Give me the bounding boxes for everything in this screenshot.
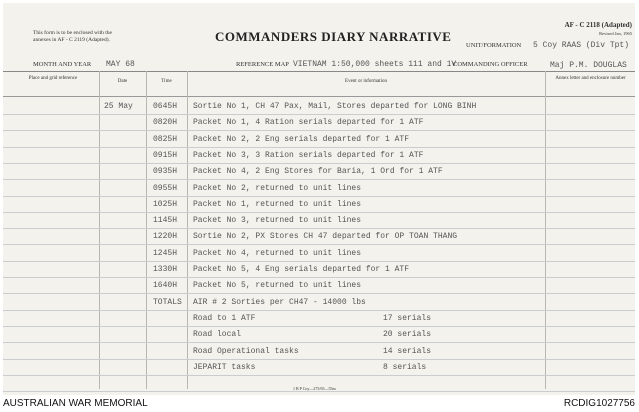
row-event: Road Operational tasks xyxy=(193,346,299,356)
row-time: 1640H xyxy=(153,281,178,291)
divider xyxy=(3,96,635,97)
co-label: COMMANDING OFFICER xyxy=(453,61,528,68)
month-label: MONTH AND YEAR xyxy=(33,61,92,68)
row-rule xyxy=(3,358,635,360)
table-row: Road to 1 ATF 17 serials xyxy=(3,311,635,327)
row-rule xyxy=(3,277,635,278)
row-count: 17 serials xyxy=(383,313,432,323)
row-event: Packet No 3, 3 Ration serials departed f… xyxy=(193,150,424,160)
col-header-time: Time xyxy=(161,79,172,84)
row-event: Packet No 2, 2 Eng serials departed for … xyxy=(193,134,410,144)
col-header-place: Place and grid reference xyxy=(28,76,78,81)
row-rule xyxy=(3,114,635,115)
row-event: Sortie No 1, CH 47 Pax, Mail, Stores dep… xyxy=(193,102,477,111)
footer-id: RCDIG1027756 xyxy=(563,398,635,409)
row-event: Packet No 4, 2 Eng Stores for Baria, 1 O… xyxy=(193,167,443,177)
row-time: 0915H xyxy=(153,150,178,160)
row-count: 8 serials xyxy=(383,362,427,372)
table-row: 1245H Packet No 4, returned to unit lines xyxy=(3,246,635,262)
row-rule xyxy=(3,179,635,181)
row-time: TOTALS xyxy=(153,297,182,307)
row-time: 1245H xyxy=(153,248,178,258)
revised-date: Revised Jan, 1965 xyxy=(599,31,632,36)
row-event: Packet No 5, returned to unit lines xyxy=(193,281,362,291)
footer-source: AUSTRALIAN WAR MEMORIAL xyxy=(3,398,148,409)
row-count: 20 serials xyxy=(383,330,432,340)
row-time: 1145H xyxy=(153,216,178,226)
col-header-annex: Annex letter and enclosure number xyxy=(555,76,626,81)
row-time: 1025H xyxy=(153,199,178,209)
row-rule xyxy=(3,146,635,148)
table-row: 1025H Packet No 1, returned to unit lines xyxy=(3,197,635,213)
divider xyxy=(99,71,100,389)
form-note: This form is to be enclosed with the ann… xyxy=(33,30,112,43)
table-row: 0820H Packet No 1, 4 Ration serials depar… xyxy=(3,115,635,131)
row-event: Packet No 2, returned to unit lines xyxy=(193,183,362,193)
row-event: JEPARIT tasks xyxy=(193,362,256,372)
col-header-event: Event or information xyxy=(345,79,387,84)
row-time: 0825H xyxy=(153,134,178,144)
row-rule xyxy=(3,195,635,197)
row-time: 0820H xyxy=(153,118,178,128)
row-rule xyxy=(3,244,635,246)
row-rule xyxy=(3,374,635,376)
table-row: 0915H Packet No 3, 3 Ration serials depar… xyxy=(3,148,635,164)
table-row: 1640H Packet No 5, returned to unit lines xyxy=(3,278,635,294)
printer-mark: 1 B P Coy—275/65—55m xyxy=(293,386,336,391)
row-time: 0935H xyxy=(153,167,178,177)
table-row: 1145H Packet No 3, returned to unit lines xyxy=(3,213,635,229)
divider xyxy=(146,71,147,389)
table-row: 0825H Packet No 2, 2 Eng serials departed… xyxy=(3,132,635,148)
diary-page: This form is to be enclosed with the ann… xyxy=(3,3,635,395)
page-title: COMMANDERS DIARY NARRATIVE xyxy=(215,29,452,44)
row-event: Packet No 1, 4 Ration serials departed f… xyxy=(193,118,424,128)
row-rule xyxy=(3,342,635,344)
row-event: Sortie No 2, PX Stores CH 47 departed fo… xyxy=(193,232,458,242)
table-row: 0955H Packet No 2, returned to unit lines xyxy=(3,181,635,197)
row-rule xyxy=(3,325,635,327)
row-rule xyxy=(3,228,635,230)
divider xyxy=(187,71,188,389)
row-rule xyxy=(3,260,635,262)
table-row: 1220H Sortie No 2, PX Stores CH 47 depart… xyxy=(3,229,635,245)
row-event: Packet No 4, returned to unit lines xyxy=(193,248,362,258)
table-row: 0935H Packet No 4, 2 Eng Stores for Baria… xyxy=(3,164,635,180)
map-value: VIETNAM 1:50,000 sheets 111 and 1V xyxy=(293,60,457,69)
row-count: 14 serials xyxy=(383,346,432,356)
row-event: Packet No 3, returned to unit lines xyxy=(193,216,362,226)
row-event: Road local xyxy=(193,330,242,340)
divider xyxy=(3,71,635,72)
table-row: Road Operational tasks 14 serials xyxy=(3,344,635,360)
row-rule xyxy=(3,211,635,213)
row-rule xyxy=(3,162,635,164)
row-event: AIR # 2 Sorties per CH47 - 14000 lbs xyxy=(193,297,366,307)
row-time: 0645H xyxy=(153,102,178,111)
row-event: Road to 1 ATF xyxy=(193,313,256,323)
unit-label: UNIT/FORMATION xyxy=(466,42,522,49)
row-rule xyxy=(3,391,635,393)
row-time: 0955H xyxy=(153,183,178,193)
row-rule xyxy=(3,293,635,295)
map-label: REFERENCE MAP xyxy=(236,61,289,68)
form-code: AF - C 2118 (Adapted) xyxy=(564,21,632,29)
co-value: Maj P.M. DOUGLAS xyxy=(550,61,627,70)
unit-value: 5 Coy RAAS (Div Tpt) xyxy=(533,41,630,50)
row-time: 1220H xyxy=(153,232,178,242)
month-value: MAY 68 xyxy=(106,60,135,69)
table-row: 25 May 0645H Sortie No 1, CH 47 Pax, Mail,… xyxy=(3,99,635,115)
divider xyxy=(545,71,546,389)
row-event: Packet No 5, 4 Eng serials departed for … xyxy=(193,265,410,274)
table-row: 1330H Packet No 5, 4 Eng serials departed… xyxy=(3,262,635,278)
row-rule xyxy=(3,130,635,132)
row-rule xyxy=(3,309,635,311)
row-time: 1330H xyxy=(153,265,178,274)
row-date: 25 May xyxy=(104,102,133,111)
col-header-date: Date xyxy=(117,79,128,84)
row-event: Packet No 1, returned to unit lines xyxy=(193,199,362,209)
table-row: Road local 20 serials xyxy=(3,327,635,343)
table-row: TOTALS AIR # 2 Sorties per CH47 - 14000 l… xyxy=(3,295,635,311)
table-row: JEPARIT tasks 8 serials xyxy=(3,360,635,376)
